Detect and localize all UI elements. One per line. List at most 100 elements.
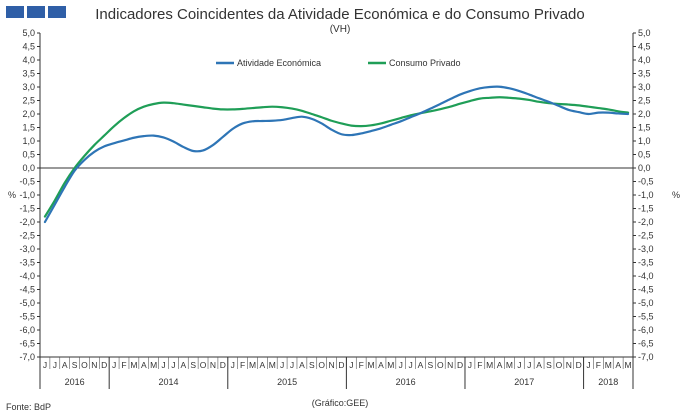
x-month-label: S <box>428 360 434 370</box>
x-month-label: J <box>399 360 403 370</box>
x-month-label: J <box>349 360 353 370</box>
x-year-label: 2016 <box>65 377 85 387</box>
x-month-label: J <box>231 360 235 370</box>
x-month-label: M <box>625 360 632 370</box>
bdp-logo <box>6 6 66 18</box>
y-tick-label-left: 3,0 <box>22 82 35 92</box>
y-tick-label-left: -5,5 <box>19 312 35 322</box>
x-year-label: 2016 <box>396 377 416 387</box>
x-month-label: J <box>468 360 472 370</box>
y-unit-left: % <box>8 190 16 200</box>
x-year-label: 2017 <box>514 377 534 387</box>
x-month-label: N <box>328 360 334 370</box>
x-month-label: A <box>615 360 621 370</box>
y-tick-label-right: -0,5 <box>638 177 654 187</box>
x-month-label: M <box>249 360 256 370</box>
x-month-label: J <box>43 360 47 370</box>
y-tick-label-right: 2,5 <box>638 96 651 106</box>
source-note: Fonte: BdP <box>6 402 52 412</box>
y-tick-label-right: 1,0 <box>638 136 651 146</box>
x-month-label: D <box>220 360 226 370</box>
x-month-label: D <box>101 360 107 370</box>
x-month-label: J <box>517 360 521 370</box>
x-month-label: M <box>387 360 394 370</box>
x-month-label: O <box>318 360 325 370</box>
y-tick-label-right: -6,0 <box>638 325 654 335</box>
x-month-label: N <box>566 360 572 370</box>
x-month-label: S <box>72 360 78 370</box>
y-tick-label-left: 4,5 <box>22 42 35 52</box>
x-month-label: J <box>171 360 175 370</box>
y-tick-label-right: -1,5 <box>638 204 654 214</box>
logo-square-2 <box>27 6 45 18</box>
x-year-label: 2015 <box>277 377 297 387</box>
x-month-label: F <box>359 360 364 370</box>
y-tick-label-right: -1,0 <box>638 190 654 200</box>
y-tick-label-right: -5,0 <box>638 298 654 308</box>
logo-square-3 <box>48 6 66 18</box>
x-month-label: A <box>180 360 186 370</box>
y-tick-label-left: -7,0 <box>19 352 35 362</box>
x-month-label: F <box>121 360 126 370</box>
y-tick-label-left: 1,0 <box>22 136 35 146</box>
x-month-label: D <box>338 360 344 370</box>
x-month-label: A <box>418 360 424 370</box>
y-tick-label-right: -3,0 <box>638 244 654 254</box>
y-tick-label-left: 4,0 <box>22 55 35 65</box>
x-month-label: S <box>546 360 552 370</box>
y-tick-label-right: 3,5 <box>638 69 651 79</box>
y-tick-label-right: 4,5 <box>638 42 651 52</box>
x-month-label: M <box>130 360 137 370</box>
y-tick-label-left: -1,0 <box>19 190 35 200</box>
x-month-label: J <box>161 360 165 370</box>
x-month-label: M <box>269 360 276 370</box>
x-year-label: 2014 <box>158 377 178 387</box>
y-tick-label-left: 5,0 <box>22 28 35 38</box>
x-month-label: S <box>190 360 196 370</box>
y-tick-label-left: 2,5 <box>22 96 35 106</box>
series-line-atividade-economica <box>43 85 630 224</box>
y-tick-label-right: 3,0 <box>638 82 651 92</box>
y-tick-label-left: 0,5 <box>22 150 35 160</box>
chart-title: Indicadores Coincidentes da Atividade Ec… <box>95 6 585 23</box>
y-tick-label-right: -4,0 <box>638 271 654 281</box>
x-month-label: O <box>437 360 444 370</box>
x-month-label: M <box>486 360 493 370</box>
y-tick-label-left: -1,5 <box>19 204 35 214</box>
legend-label-consumo-privado: Consumo Privado <box>389 58 461 68</box>
x-month-label: A <box>260 360 266 370</box>
x-year-label: 2018 <box>598 377 618 387</box>
x-month-label: J <box>53 360 57 370</box>
y-tick-label-left: -0,5 <box>19 177 35 187</box>
x-month-label: F <box>477 360 482 370</box>
y-tick-label-left: 1,5 <box>22 123 35 133</box>
x-month-label: J <box>280 360 284 370</box>
x-month-label: A <box>62 360 68 370</box>
y-unit-right: % <box>672 190 680 200</box>
y-tick-label-right: -7,0 <box>638 352 654 362</box>
logo-square-1 <box>6 6 24 18</box>
x-month-label: M <box>506 360 513 370</box>
y-tick-label-left: -4,0 <box>19 271 35 281</box>
chart-subtitle: (VH) <box>329 24 351 35</box>
x-month-label: A <box>141 360 147 370</box>
x-month-label: M <box>150 360 157 370</box>
x-month-label: O <box>556 360 563 370</box>
x-month-label: D <box>457 360 463 370</box>
x-month-label: J <box>290 360 294 370</box>
x-month-label: A <box>497 360 503 370</box>
y-tick-label-right: 5,0 <box>638 28 651 38</box>
y-tick-label-right: 2,0 <box>638 109 651 119</box>
y-tick-label-left: -6,5 <box>19 339 35 349</box>
x-month-label: A <box>536 360 542 370</box>
y-tick-label-left: -2,0 <box>19 217 35 227</box>
series-line-consumo-privado <box>43 96 630 218</box>
x-month-label: M <box>605 360 612 370</box>
x-month-label: S <box>309 360 315 370</box>
y-tick-label-right: -3,5 <box>638 258 654 268</box>
y-tick-label-left: -2,5 <box>19 231 35 241</box>
y-tick-label-right: 1,5 <box>638 123 651 133</box>
x-month-label: O <box>81 360 88 370</box>
x-month-label: J <box>586 360 590 370</box>
